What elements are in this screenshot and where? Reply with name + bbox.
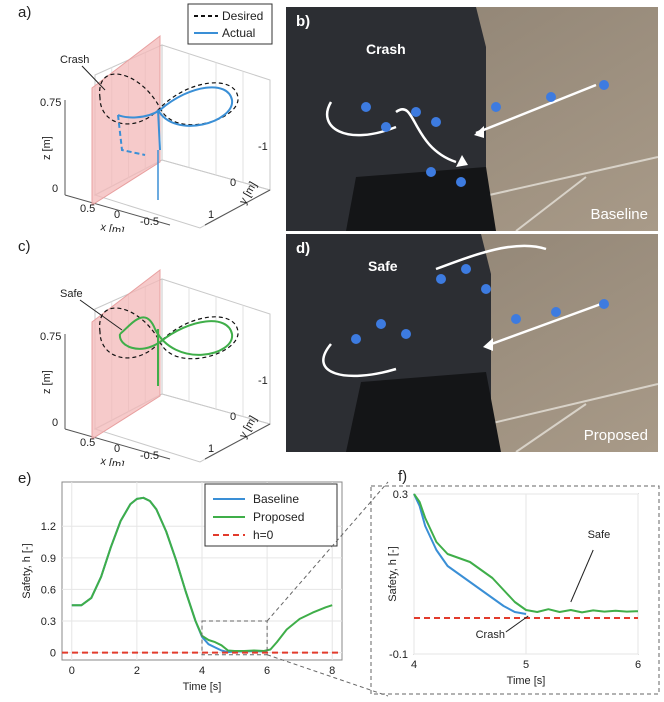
x-tick-label: 4: [199, 665, 205, 677]
actual-trajectory: [118, 316, 234, 356]
x-tick-label: 8: [329, 665, 335, 677]
x-tick-label: 5: [523, 659, 529, 671]
annotation-crash-arrow: [81, 65, 106, 91]
chart-f-safety-zoom: 4 5 6 -0.1 0.3 Time [s] Safety, h [-] Safe Crash: [370, 485, 660, 695]
z-axis-label: z [m]: [41, 136, 53, 160]
x-tick-label: 0: [114, 209, 120, 221]
y-tick-label: 1.2: [41, 521, 56, 533]
x-axis-label: x [m]: [99, 221, 125, 232]
series-proposed-line: [413, 493, 639, 614]
legend-baseline-label: Baseline: [253, 492, 299, 506]
annotation-safe: Safe: [588, 529, 611, 541]
panel-label-f: f): [398, 468, 408, 485]
annotation-crash: Crash: [60, 54, 89, 66]
wall-plane: [91, 34, 161, 206]
legend-actual-label: Actual: [222, 26, 255, 40]
x-tick-label: 0: [69, 665, 75, 677]
photo-proposed-label: d): [296, 240, 311, 257]
x-tick-label: 4: [411, 659, 417, 671]
annotation-crash: Crash: [476, 629, 505, 641]
y-tick-label: 0: [230, 177, 236, 189]
x-axis: [64, 428, 171, 460]
annotation-crash-arrow: [505, 615, 529, 633]
y-axis-label: Safety, h [-]: [387, 546, 399, 601]
y-tick-label: 0: [50, 648, 56, 660]
y-axis: [204, 189, 271, 226]
legend-desired-label: Desired: [222, 9, 263, 23]
x-tick-label: 2: [134, 665, 140, 677]
chart-e-safety: 0 2 4 6 8 0 0.3 0.6 0.9 1.2 Time [s] Safety, h [-] B…: [21, 481, 389, 697]
x-tick-label: 6: [264, 665, 270, 677]
y-axis-label: y [m]: [237, 414, 259, 441]
x-tick-label: -0.5: [140, 450, 159, 462]
photo-baseline: b) Crash Baseline: [286, 7, 658, 231]
photo-proposed: d) Safe Proposed: [286, 234, 658, 452]
photo-baseline-caption: Baseline: [590, 206, 648, 223]
y-tick-label: 0.3: [393, 489, 408, 501]
panel-label-c: c): [18, 238, 31, 255]
panel-label-e: e): [18, 470, 32, 487]
z-tick-label: 0.75: [40, 97, 61, 109]
y-tick-label: 0.3: [41, 616, 56, 628]
x-axis: [64, 194, 171, 226]
x-tick-label: 0.5: [80, 203, 95, 215]
x-tick-label: 6: [635, 659, 641, 671]
y-tick-label: 1: [208, 443, 214, 455]
legend-proposed-label: Proposed: [253, 510, 304, 524]
legend-threshold-label: h=0: [253, 528, 274, 542]
x-tick-label: 0: [114, 443, 120, 455]
x-axis-label: Time [s]: [507, 675, 546, 687]
actual-crash-path: [117, 114, 146, 156]
y-tick-label: 1: [208, 209, 214, 221]
chart-a-box: 0.75 0 z [m] 0.5 0 -0.5 x [m] -1 0 1 y [m] Crash Des…: [40, 3, 273, 232]
annotation-safe-arrow: [570, 549, 594, 603]
legend-box: [187, 3, 273, 45]
panel-label-a: a): [18, 4, 32, 21]
photo-baseline-label: b): [296, 13, 311, 30]
chart-f-body: 4 5 6 -0.1 0.3 Time [s] Safety, h [-] Safe Crash: [387, 489, 641, 687]
z-tick-label: 0.75: [40, 331, 61, 343]
wall-plane: [91, 268, 161, 440]
photo-proposed-caption: Proposed: [583, 427, 648, 444]
legend-box: [204, 483, 338, 547]
chart-c-box: 0.75 0 z [m] 0.5 0 -0.5 x [m] -1 0 1 y [m] Safe: [40, 268, 272, 466]
photo-proposed-scene: [286, 234, 658, 452]
x-axis-label: Time [s]: [183, 681, 222, 693]
chart-e-body: 0 2 4 6 8 0 0.3 0.6 0.9 1.2 Time [s] Safety, h [-] B…: [21, 481, 343, 693]
y-axis: [204, 423, 271, 460]
actual-trajectory: [117, 86, 234, 151]
y-tick-label: -1: [258, 141, 268, 153]
z-axis-label: z [m]: [41, 370, 53, 394]
y-tick-label: 0.9: [41, 553, 56, 565]
zoom-connector-bottom: [266, 654, 389, 697]
photo-proposed-annotation: Safe: [368, 258, 398, 274]
x-tick-label: -0.5: [140, 216, 159, 228]
z-tick-label: 0: [52, 417, 58, 429]
y-tick-label: -0.1: [389, 649, 408, 661]
legend-e: Baseline Proposed h=0: [204, 483, 338, 547]
y-axis-label: y [m]: [237, 180, 259, 207]
annotation-safe: Safe: [60, 288, 83, 300]
chart-c-3d-trajectory: 0.75 0 z [m] 0.5 0 -0.5 x [m] -1 0 1 y [m] Safe: [40, 268, 272, 466]
x-axis-label: x [m]: [99, 455, 125, 466]
zoom-frame: [370, 485, 660, 695]
y-axis-label: Safety, h [-]: [21, 543, 33, 598]
z-tick-label: 0: [52, 183, 58, 195]
y-tick-label: 0: [230, 411, 236, 423]
photo-baseline-annotation: Crash: [366, 41, 406, 57]
annotation-safe-arrow: [79, 299, 123, 331]
photo-baseline-scene: [286, 7, 658, 231]
chart-a-3d-trajectory: 0.75 0 z [m] 0.5 0 -0.5 x [m] -1 0 1 y [m] Crash Des…: [40, 3, 273, 232]
legend-a: Desired Actual: [187, 3, 273, 45]
y-tick-label: 0.6: [41, 584, 56, 596]
x-tick-label: 0.5: [80, 437, 95, 449]
y-tick-label: -1: [258, 375, 268, 387]
series-baseline-line: [413, 493, 527, 615]
zoom-connector-top: [266, 481, 389, 622]
